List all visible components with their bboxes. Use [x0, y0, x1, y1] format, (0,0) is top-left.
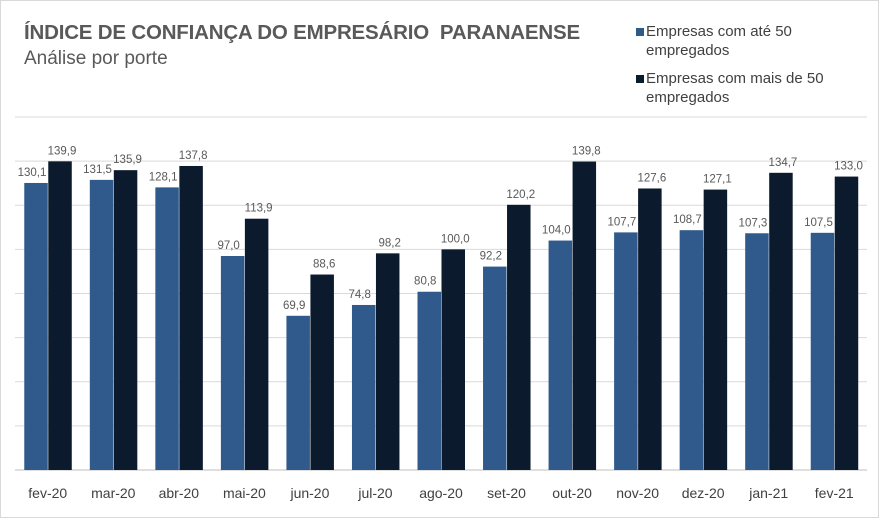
data-label: 127,1	[703, 174, 732, 186]
x-tick-label: dez-20	[682, 485, 725, 501]
data-label: 137,8	[179, 150, 208, 162]
bar	[89, 179, 114, 471]
bar	[441, 249, 465, 470]
data-label: 104,0	[542, 225, 571, 237]
data-label: 139,9	[48, 145, 77, 157]
x-tick-label: ago-20	[419, 485, 463, 501]
chart-title: ÍNDICE DE CONFIANÇA DO EMPRESÁRIO PARANA…	[24, 21, 580, 44]
x-tick-label: abr-20	[159, 485, 200, 501]
data-label: 97,0	[217, 240, 239, 252]
x-tick-label: fev-21	[815, 485, 854, 501]
data-label: 113,9	[245, 203, 273, 215]
data-label: 100,0	[441, 233, 470, 245]
bar	[417, 291, 441, 470]
data-label: 108,7	[673, 214, 702, 226]
data-label: 135,9	[113, 154, 142, 166]
legend-item-large-companies: Empresas com mais de 50 empregados	[636, 69, 866, 107]
bar	[179, 165, 203, 470]
bar	[244, 218, 269, 470]
data-label: 92,2	[480, 251, 502, 263]
legend-label: Empresas com até 50 empregados	[646, 23, 792, 59]
data-label: 133,0	[834, 161, 863, 173]
x-tick-label: set-20	[487, 485, 526, 501]
bar	[155, 187, 179, 470]
x-tick-label: jun-20	[289, 485, 329, 501]
data-label: 98,2	[379, 237, 401, 249]
data-label: 80,8	[414, 276, 436, 288]
bar	[113, 170, 138, 470]
bar	[810, 232, 835, 470]
bar	[375, 253, 400, 470]
data-label: 139,8	[572, 146, 601, 158]
bar	[548, 240, 573, 470]
bar	[24, 182, 48, 471]
bar	[48, 161, 72, 470]
bar	[614, 232, 638, 470]
x-tick-label: fev-20	[28, 485, 67, 501]
chart-subtitle: Análise por porte	[24, 48, 168, 69]
data-label: 69,9	[283, 300, 305, 312]
data-label: 134,7	[769, 157, 798, 169]
legend-swatch	[636, 75, 644, 83]
x-tick-label: mai-20	[223, 485, 266, 501]
bar	[220, 255, 245, 470]
legend-swatch	[636, 28, 644, 36]
x-tick-label: jan-21	[748, 485, 788, 501]
data-label: 128,1	[149, 171, 178, 183]
data-label: 107,5	[804, 217, 833, 229]
data-label: 127,6	[637, 172, 666, 184]
bar	[351, 304, 376, 470]
bar	[286, 315, 310, 470]
data-label: 107,3	[739, 217, 768, 229]
data-label: 107,7	[607, 216, 636, 228]
data-label: 130,1	[18, 167, 47, 179]
legend-item-small-companies: Empresas com até 50 empregados	[636, 22, 866, 60]
bar	[679, 230, 704, 470]
bar	[638, 188, 662, 471]
bar	[310, 274, 334, 470]
data-label: 120,2	[506, 189, 535, 201]
x-tick-label: mar-20	[91, 485, 136, 501]
data-label: 74,8	[349, 289, 371, 301]
data-label: 88,6	[313, 259, 335, 271]
x-tick-label: out-20	[552, 485, 592, 501]
bar	[507, 204, 531, 470]
data-label: 131,5	[83, 164, 112, 176]
x-tick-label: jul-20	[357, 485, 392, 501]
bar	[834, 176, 859, 470]
bar	[769, 172, 793, 471]
bar	[745, 233, 769, 470]
x-tick-label: nov-20	[616, 485, 659, 501]
bar	[483, 266, 507, 470]
bar	[703, 189, 728, 470]
legend-label: Empresas com mais de 50 empregados	[646, 70, 824, 106]
bar	[572, 161, 597, 470]
